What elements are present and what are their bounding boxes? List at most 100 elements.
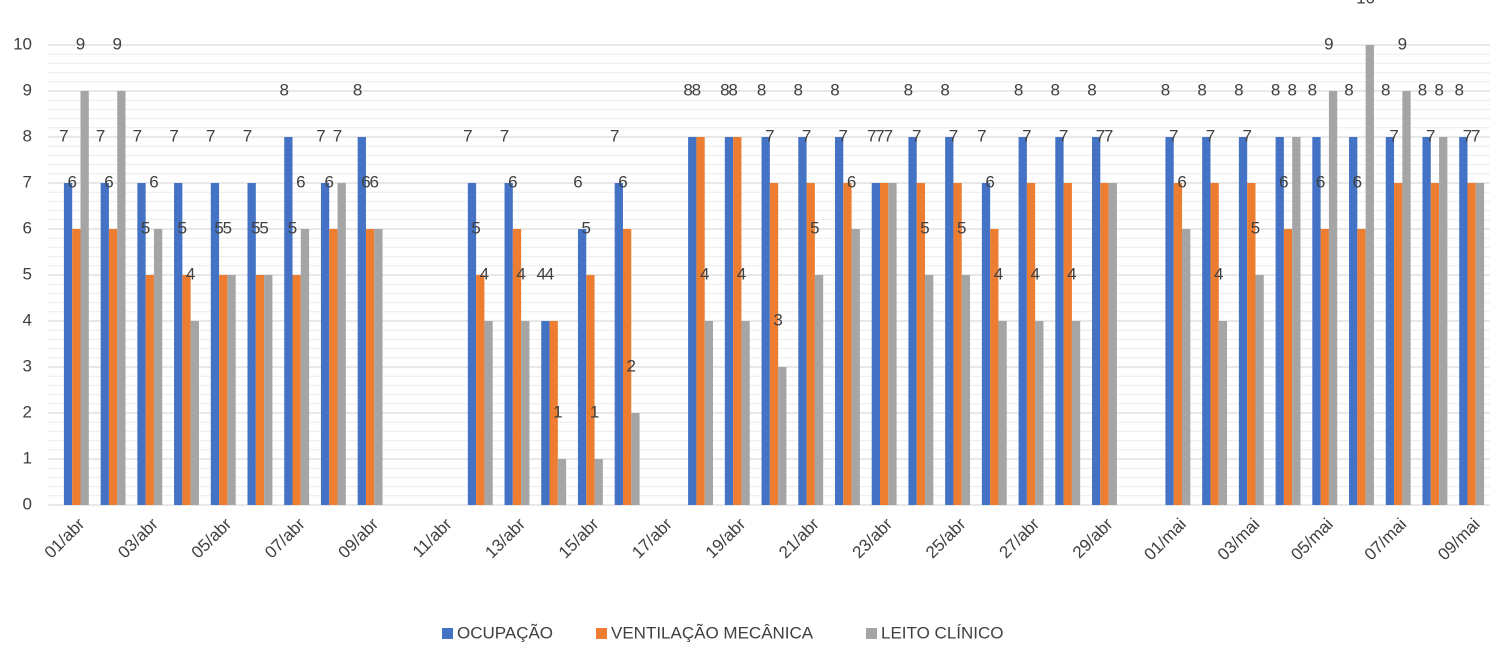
- data-label: 8: [1308, 80, 1317, 99]
- data-label: 7: [1169, 126, 1178, 145]
- bar: [153, 229, 163, 505]
- x-tick-label: 03/abr: [114, 514, 162, 562]
- bar: [577, 229, 587, 505]
- data-label: 7: [949, 126, 958, 145]
- data-label: 8: [1271, 80, 1280, 99]
- data-label: 7: [610, 126, 619, 145]
- data-label: 7: [316, 126, 325, 145]
- x-tick-label: 07/abr: [261, 514, 309, 562]
- data-label: 8: [1197, 80, 1206, 99]
- legend-label: OCUPAÇÃO: [457, 623, 553, 642]
- bar: [1365, 45, 1374, 505]
- bar: [264, 275, 273, 505]
- x-tick-label: 03/mai: [1214, 515, 1264, 565]
- bar: [1357, 229, 1366, 505]
- bar: [888, 183, 897, 505]
- data-label: 10: [1356, 0, 1375, 7]
- data-label: 7: [500, 126, 509, 145]
- data-label: 5: [141, 218, 150, 237]
- data-label: 5: [957, 218, 966, 237]
- data-label: 7: [977, 126, 986, 145]
- data-label: 5: [251, 218, 260, 237]
- bar: [908, 137, 917, 505]
- x-tick-label: 09/mai: [1434, 515, 1484, 565]
- y-tick-label: 1: [23, 448, 32, 467]
- x-tick-label: 05/mai: [1287, 515, 1337, 565]
- bar: [512, 229, 522, 505]
- bar: [365, 229, 375, 505]
- bar: [145, 275, 154, 505]
- x-tick-label: 11/abr: [409, 514, 456, 561]
- bar: [80, 91, 89, 505]
- bar: [174, 183, 183, 505]
- bar: [1018, 137, 1027, 505]
- data-label: 6: [370, 172, 379, 191]
- legend-swatch: [442, 628, 453, 639]
- data-label: 9: [1398, 34, 1407, 53]
- data-label: 8: [1381, 80, 1390, 99]
- bar: [1238, 137, 1248, 505]
- x-tick-label: 29/abr: [1069, 514, 1117, 562]
- bar: [1385, 137, 1395, 505]
- data-label: 7: [243, 126, 252, 145]
- bar: [724, 137, 734, 505]
- bar: [255, 275, 265, 505]
- bar: [117, 91, 126, 505]
- bar: [63, 183, 73, 505]
- bar: [227, 275, 236, 505]
- bar: [1275, 137, 1284, 505]
- data-label: 8: [830, 80, 839, 99]
- bar: [1210, 183, 1219, 505]
- data-label: 7: [463, 126, 472, 145]
- x-tick-label: 21/abr: [775, 514, 823, 562]
- bar: [1255, 275, 1264, 505]
- bar: [1071, 321, 1081, 505]
- bar: [1035, 321, 1044, 505]
- y-tick-label: 2: [23, 402, 32, 421]
- x-tick-label: 25/abr: [922, 514, 970, 562]
- data-label: 6: [104, 172, 113, 191]
- bar: [541, 321, 550, 505]
- data-label: 9: [1324, 34, 1333, 53]
- bar: [476, 275, 485, 505]
- bar: [329, 229, 338, 505]
- bar: [741, 321, 750, 505]
- data-label: 7: [1104, 126, 1113, 145]
- bar: [704, 321, 714, 505]
- data-label: 7: [169, 126, 178, 145]
- data-label: 8: [1434, 80, 1443, 99]
- data-label: 4: [480, 264, 489, 283]
- data-label: 6: [149, 172, 158, 191]
- bar: [1292, 137, 1301, 505]
- bar: [733, 137, 742, 505]
- bar: [1402, 91, 1411, 505]
- x-tick-label: 01/mai: [1140, 515, 1190, 565]
- bar: [871, 183, 881, 505]
- bar: [1063, 183, 1072, 505]
- data-label: 6: [985, 172, 994, 191]
- data-label: 5: [288, 218, 297, 237]
- bar: [374, 229, 383, 505]
- bar: [1202, 137, 1211, 505]
- bar: [843, 183, 852, 505]
- data-label: 4: [537, 264, 546, 283]
- legend-label: VENTILAÇÃO MECÂNICA: [611, 623, 814, 642]
- y-tick-label: 9: [23, 80, 32, 99]
- bar: [504, 183, 513, 505]
- data-label: 4: [516, 264, 525, 283]
- x-tick-label: 15/abr: [555, 514, 603, 562]
- data-label: 8: [728, 80, 737, 99]
- data-label: 7: [1206, 126, 1215, 145]
- bar: [210, 183, 220, 505]
- bar: [219, 275, 228, 505]
- bar: [925, 275, 934, 505]
- data-label: 8: [353, 80, 362, 99]
- bar: [851, 229, 860, 505]
- data-label: 7: [884, 126, 893, 145]
- data-label: 5: [582, 218, 591, 237]
- data-label: 6: [1177, 172, 1186, 191]
- data-label: 7: [839, 126, 848, 145]
- bar: [1100, 183, 1109, 505]
- bar: [631, 413, 640, 505]
